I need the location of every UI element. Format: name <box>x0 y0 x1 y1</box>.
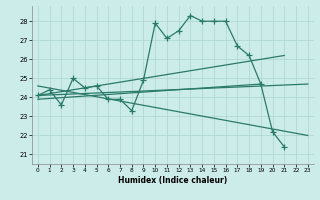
X-axis label: Humidex (Indice chaleur): Humidex (Indice chaleur) <box>118 176 228 185</box>
